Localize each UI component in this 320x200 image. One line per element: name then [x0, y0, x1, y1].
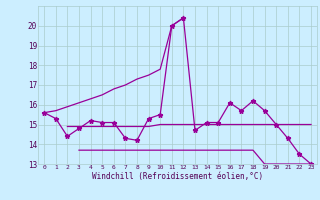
- X-axis label: Windchill (Refroidissement éolien,°C): Windchill (Refroidissement éolien,°C): [92, 172, 263, 181]
